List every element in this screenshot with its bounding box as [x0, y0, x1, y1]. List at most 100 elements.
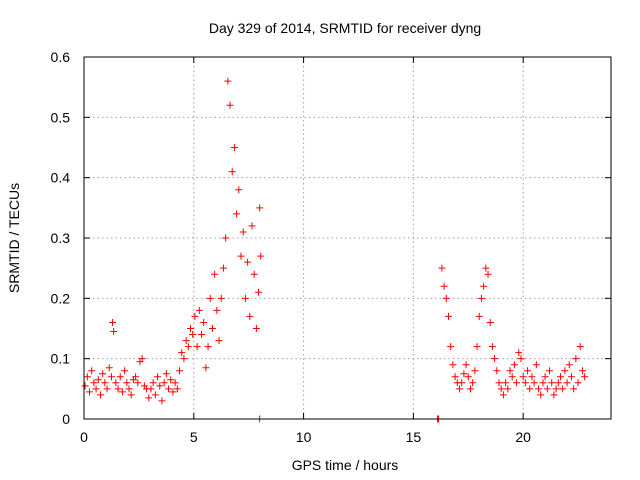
y-tick-label: 0.1: [51, 351, 71, 367]
data-point: [565, 361, 573, 369]
data-point: [211, 270, 219, 278]
data-point: [193, 343, 201, 351]
data-point: [105, 364, 113, 372]
data-point: [473, 343, 481, 351]
data-point: [149, 379, 157, 387]
data-point: [182, 337, 190, 345]
y-tick-label: 0: [62, 411, 70, 427]
data-point: [517, 355, 525, 363]
data-point: [543, 385, 551, 393]
data-point: [256, 204, 264, 212]
data-point: [458, 379, 466, 387]
data-point: [186, 325, 194, 332]
data-point: [204, 343, 212, 351]
data-point: [158, 397, 166, 405]
x-tick-label: 20: [515, 429, 531, 445]
y-axis-label: SRMTID / TECUs: [6, 183, 22, 293]
data-point: [107, 373, 115, 381]
data-point: [156, 382, 164, 390]
data-points: [81, 77, 589, 423]
data-point: [475, 312, 483, 320]
data-point: [449, 361, 457, 369]
data-point: [255, 288, 263, 296]
x-tick-label: 10: [296, 429, 312, 445]
data-point: [180, 355, 188, 363]
data-point: [116, 373, 124, 381]
y-tick-labels: 0 0.1 0.2 0.3 0.4 0.5 0.6: [51, 49, 71, 427]
data-point: [559, 385, 567, 393]
data-point: [202, 364, 210, 372]
data-point: [134, 379, 142, 387]
data-point: [480, 282, 488, 290]
data-point: [508, 373, 516, 381]
data-point: [502, 379, 510, 387]
data-point: [469, 379, 477, 387]
data-point: [541, 373, 549, 381]
data-point: [173, 385, 181, 393]
data-point: [504, 385, 512, 393]
data-point: [513, 379, 521, 387]
data-point: [219, 264, 227, 272]
data-point: [154, 373, 162, 381]
data-point: [471, 367, 479, 375]
y-tick-label: 0.2: [51, 290, 71, 306]
data-point: [552, 385, 560, 393]
data-point: [103, 385, 111, 393]
data-point: [178, 349, 186, 357]
plot-frame: [83, 56, 612, 420]
data-point: [88, 367, 96, 375]
data-point: [499, 391, 507, 399]
data-point: [123, 379, 131, 387]
data-point: [482, 264, 490, 272]
data-point: [506, 367, 514, 375]
data-point: [237, 252, 245, 260]
data-point: [213, 306, 221, 314]
x-tick-label: 0: [80, 429, 88, 445]
data-point: [241, 294, 249, 302]
data-point: [581, 373, 589, 381]
data-point: [200, 318, 208, 326]
data-point: [570, 385, 578, 393]
y-tick-label: 0.5: [51, 109, 71, 125]
data-point: [563, 379, 571, 387]
data-point: [239, 228, 247, 236]
data-point: [206, 294, 214, 302]
data-point: [521, 379, 529, 387]
data-point: [510, 361, 518, 369]
data-point: [138, 355, 146, 363]
data-point: [554, 379, 562, 387]
data-point: [447, 343, 455, 351]
data-point: [252, 325, 260, 332]
data-point: [548, 379, 556, 387]
chart-title: Day 329 of 2014, SRMTID for receiver dyn…: [209, 20, 481, 36]
data-point: [235, 186, 243, 194]
data-point: [438, 264, 446, 272]
y-tick-label: 0.3: [51, 230, 71, 246]
data-point: [537, 391, 545, 399]
data-point: [257, 252, 265, 260]
data-point: [561, 367, 569, 375]
data-point: [169, 388, 177, 396]
data-point: [445, 312, 453, 320]
data-point: [530, 379, 538, 387]
grid-lines: [84, 57, 611, 419]
data-point: [109, 318, 117, 326]
x-tick-label: 5: [190, 429, 198, 445]
data-point: [195, 306, 203, 314]
data-point: [233, 210, 241, 218]
data-point: [228, 168, 236, 176]
data-point: [162, 370, 170, 378]
data-point: [246, 312, 254, 320]
data-point: [110, 328, 118, 336]
data-point: [440, 282, 448, 290]
data-point: [491, 355, 499, 363]
data-point: [96, 391, 104, 399]
data-point: [226, 101, 234, 109]
data-point: [442, 294, 450, 302]
y-tick-label: 0.4: [51, 170, 71, 186]
data-point: [546, 367, 554, 375]
data-point: [578, 367, 586, 375]
data-point: [462, 361, 470, 369]
data-point: [460, 370, 468, 378]
